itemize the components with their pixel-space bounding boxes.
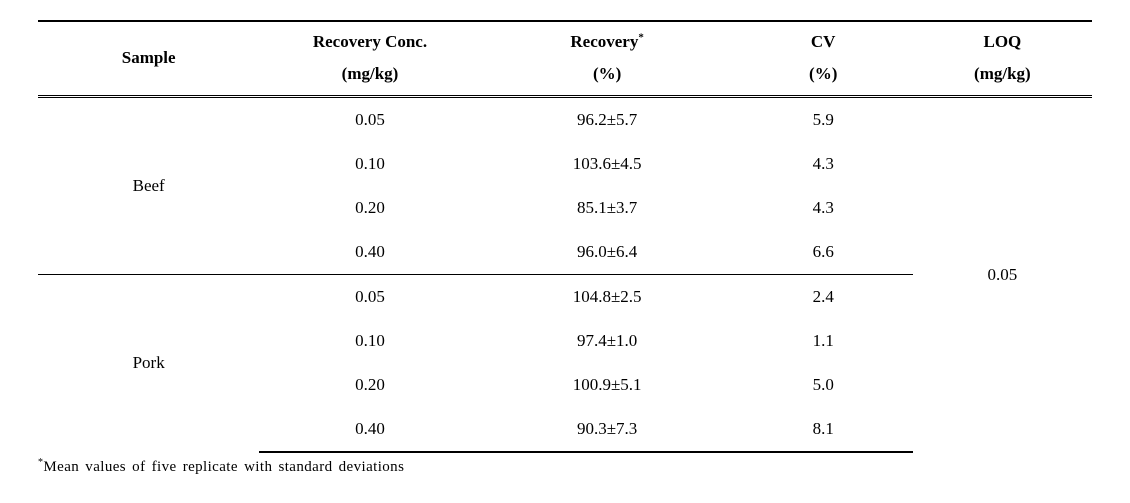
data-row: Beef 0.05 96.2±5.7 5.9 0.05 xyxy=(38,96,1092,142)
conc-cell: 0.05 xyxy=(259,274,480,319)
footnote-text: Mean values of five replicate with stand… xyxy=(43,459,404,475)
conc-cell: 0.10 xyxy=(259,319,480,363)
recovery-cell: 96.2±5.7 xyxy=(481,96,734,142)
cv-cell: 4.3 xyxy=(734,142,913,186)
header-text: LOQ xyxy=(983,32,1021,51)
conc-cell: 0.20 xyxy=(259,363,480,407)
header-row: Sample Recovery Conc. (mg/kg) Recovery* … xyxy=(38,21,1092,96)
sample-cell: Pork xyxy=(38,274,259,452)
conc-cell: 0.05 xyxy=(259,96,480,142)
col-header-conc: Recovery Conc. (mg/kg) xyxy=(259,21,480,96)
header-text: Recovery xyxy=(570,32,638,51)
header-sup: * xyxy=(638,31,644,43)
recovery-cell: 90.3±7.3 xyxy=(481,407,734,452)
cv-cell: 5.9 xyxy=(734,96,913,142)
recovery-cell: 96.0±6.4 xyxy=(481,230,734,275)
cv-cell: 1.1 xyxy=(734,319,913,363)
cv-cell: 5.0 xyxy=(734,363,913,407)
conc-cell: 0.40 xyxy=(259,407,480,452)
header-unit: (mg/kg) xyxy=(342,64,399,83)
conc-cell: 0.10 xyxy=(259,142,480,186)
header-unit: (%) xyxy=(809,64,837,83)
col-header-sample: Sample xyxy=(38,21,259,96)
recovery-table: Sample Recovery Conc. (mg/kg) Recovery* … xyxy=(38,20,1092,453)
loq-cell: 0.05 xyxy=(913,96,1092,452)
header-text: Recovery Conc. xyxy=(313,32,427,51)
col-header-cv: CV (%) xyxy=(734,21,913,96)
recovery-cell: 104.8±2.5 xyxy=(481,274,734,319)
cv-cell: 8.1 xyxy=(734,407,913,452)
table-container: Sample Recovery Conc. (mg/kg) Recovery* … xyxy=(0,0,1130,486)
header-text: Sample xyxy=(122,48,176,67)
header-unit: (mg/kg) xyxy=(974,64,1031,83)
sample-cell: Beef xyxy=(38,96,259,274)
conc-cell: 0.40 xyxy=(259,230,480,275)
header-text: CV xyxy=(811,32,836,51)
recovery-cell: 100.9±5.1 xyxy=(481,363,734,407)
cv-cell: 6.6 xyxy=(734,230,913,275)
header-unit: (%) xyxy=(593,64,621,83)
recovery-cell: 97.4±1.0 xyxy=(481,319,734,363)
table-footnote: *Mean values of five replicate with stan… xyxy=(38,453,1092,476)
cv-cell: 2.4 xyxy=(734,274,913,319)
col-header-recovery: Recovery* (%) xyxy=(481,21,734,96)
recovery-cell: 103.6±4.5 xyxy=(481,142,734,186)
conc-cell: 0.20 xyxy=(259,186,480,230)
cv-cell: 4.3 xyxy=(734,186,913,230)
col-header-loq: LOQ (mg/kg) xyxy=(913,21,1092,96)
recovery-cell: 85.1±3.7 xyxy=(481,186,734,230)
